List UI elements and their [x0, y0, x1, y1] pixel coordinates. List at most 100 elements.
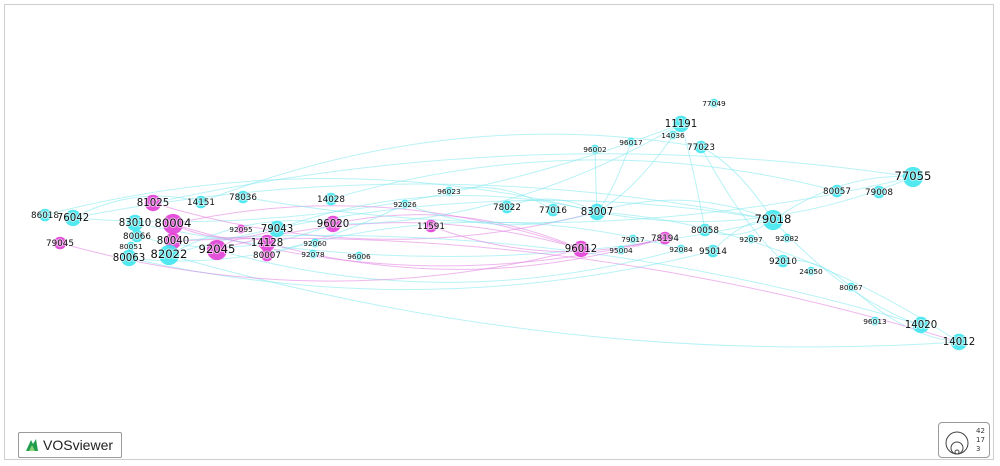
node-label-79008[interactable]: 79008: [864, 187, 894, 199]
node-80007[interactable]: [260, 248, 274, 262]
node-80058[interactable]: [698, 223, 712, 237]
node-77016[interactable]: [546, 203, 560, 217]
node-label-95004[interactable]: 95004: [608, 245, 634, 256]
node-96002[interactable]: [590, 144, 600, 154]
node-11591[interactable]: [424, 219, 438, 233]
node-14151[interactable]: [194, 195, 208, 209]
node-83007[interactable]: [588, 203, 606, 221]
node-80066[interactable]: [130, 229, 144, 243]
node-label-92045[interactable]: 92045: [198, 241, 237, 257]
node-label-82022[interactable]: 82022: [150, 246, 189, 262]
node-92078[interactable]: [308, 249, 318, 259]
node-label-24050[interactable]: 24050: [798, 266, 824, 277]
node-label-80063[interactable]: 80063: [112, 252, 146, 265]
node-label-79017[interactable]: 79017: [620, 234, 646, 245]
node-96017[interactable]: [626, 137, 636, 147]
node-label-96020[interactable]: 96020: [316, 218, 350, 231]
node-92082[interactable]: [782, 233, 792, 243]
node-label-96012[interactable]: 96012: [564, 243, 598, 256]
node-label-92078[interactable]: 92078: [300, 249, 326, 260]
node-77023[interactable]: [694, 140, 708, 154]
node-79017[interactable]: [628, 234, 638, 244]
node-label-96002[interactable]: 96002: [582, 144, 608, 155]
node-79045[interactable]: [53, 236, 67, 250]
node-label-78036[interactable]: 78036: [228, 192, 258, 204]
node-label-79043[interactable]: 79043: [260, 223, 294, 236]
node-label-14020[interactable]: 14020: [904, 319, 938, 332]
node-96023[interactable]: [444, 186, 454, 196]
node-79018[interactable]: [762, 209, 784, 231]
node-14028[interactable]: [324, 192, 338, 206]
node-label-96023[interactable]: 96023: [436, 186, 462, 197]
node-79043[interactable]: [268, 220, 286, 238]
node-label-86018[interactable]: 86018: [30, 210, 60, 222]
node-78194[interactable]: [658, 231, 672, 245]
node-92045[interactable]: [206, 239, 228, 261]
node-label-83010[interactable]: 83010: [118, 217, 152, 230]
node-95004[interactable]: [616, 245, 626, 255]
node-label-96017[interactable]: 96017: [618, 137, 644, 148]
node-92084[interactable]: [676, 244, 686, 254]
node-label-14028[interactable]: 14028: [316, 194, 346, 206]
node-11191[interactable]: [672, 115, 690, 133]
node-label-14012[interactable]: 14012: [942, 336, 976, 349]
node-92097[interactable]: [746, 234, 756, 244]
node-83010[interactable]: [126, 214, 144, 232]
node-label-92082[interactable]: 92082: [774, 233, 800, 244]
node-label-92095[interactable]: 92095: [228, 224, 254, 235]
node-label-80058[interactable]: 80058: [690, 225, 720, 237]
node-77049[interactable]: [709, 98, 719, 108]
node-label-80004[interactable]: 80004: [154, 215, 193, 231]
node-label-77023[interactable]: 77023: [686, 142, 716, 154]
node-80063[interactable]: [120, 249, 138, 267]
node-label-80007[interactable]: 80007: [252, 250, 282, 262]
node-92095[interactable]: [236, 224, 246, 234]
node-label-79045[interactable]: 79045: [45, 238, 75, 250]
node-81025[interactable]: [144, 194, 162, 212]
node-label-80057[interactable]: 80057: [822, 186, 852, 198]
node-96006[interactable]: [354, 251, 364, 261]
node-label-80066[interactable]: 80066: [122, 231, 152, 243]
node-label-14036[interactable]: 14036: [660, 130, 686, 141]
node-label-96013[interactable]: 96013: [862, 316, 888, 327]
node-label-14128[interactable]: 14128: [250, 237, 284, 250]
node-80051[interactable]: [126, 241, 136, 251]
node-79008[interactable]: [872, 185, 886, 199]
node-77055[interactable]: [902, 166, 924, 188]
node-label-92084[interactable]: 92084: [668, 244, 694, 255]
node-label-79018[interactable]: 79018: [754, 211, 793, 227]
node-label-83007[interactable]: 83007: [580, 206, 614, 219]
node-label-92026[interactable]: 92026: [392, 199, 418, 210]
node-96013[interactable]: [870, 316, 880, 326]
node-label-92010[interactable]: 92010: [768, 256, 798, 268]
node-label-80067[interactable]: 80067: [838, 282, 864, 293]
node-label-14151[interactable]: 14151: [186, 197, 216, 209]
node-24050[interactable]: [806, 266, 816, 276]
node-label-77049[interactable]: 77049: [701, 98, 727, 109]
node-92010[interactable]: [776, 254, 790, 268]
node-82022[interactable]: [158, 244, 180, 266]
node-label-76042[interactable]: 76042: [56, 212, 90, 225]
node-14036[interactable]: [668, 130, 678, 140]
node-92060[interactable]: [310, 238, 320, 248]
node-76042[interactable]: [64, 209, 82, 227]
node-label-92097[interactable]: 92097: [738, 234, 764, 245]
node-14128[interactable]: [258, 234, 276, 252]
node-14012[interactable]: [950, 333, 968, 351]
node-78036[interactable]: [236, 190, 250, 204]
node-label-80040[interactable]: 80040: [156, 235, 190, 248]
node-80057[interactable]: [830, 184, 844, 198]
node-95014[interactable]: [706, 244, 720, 258]
node-label-95014[interactable]: 95014: [698, 246, 728, 258]
node-92026[interactable]: [400, 199, 410, 209]
node-96012[interactable]: [572, 240, 590, 258]
node-86018[interactable]: [38, 208, 52, 222]
node-label-77016[interactable]: 77016: [538, 205, 568, 217]
node-label-81025[interactable]: 81025: [136, 197, 170, 210]
node-label-78194[interactable]: 78194: [650, 233, 680, 245]
node-label-78022[interactable]: 78022: [492, 202, 522, 214]
node-label-77055[interactable]: 77055: [894, 168, 933, 184]
node-label-96006[interactable]: 96006: [346, 251, 372, 262]
node-80004[interactable]: [162, 213, 184, 235]
